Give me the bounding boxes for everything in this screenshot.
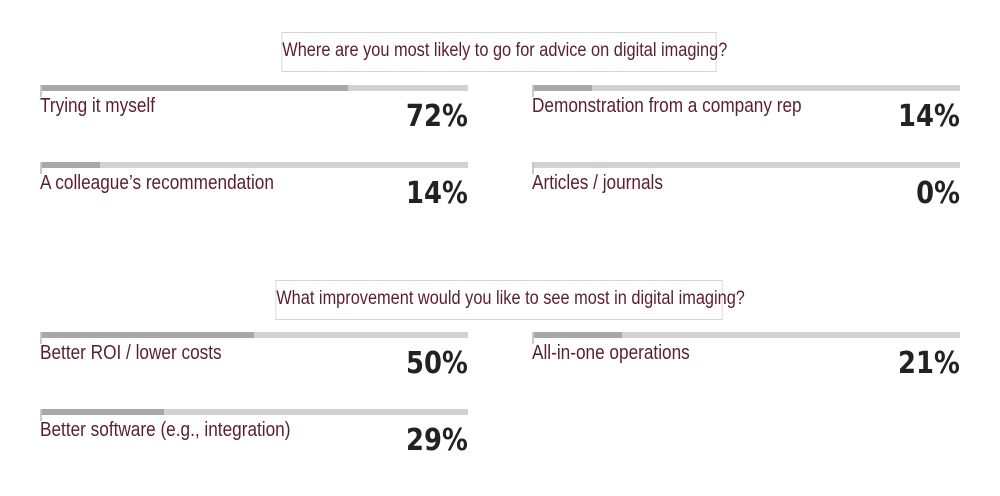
- bar-track: [532, 162, 960, 168]
- bar-value-label: 14%: [898, 99, 960, 134]
- bar-tick: [532, 162, 534, 174]
- bar-tick: [40, 332, 42, 344]
- bar-fill: [40, 162, 100, 168]
- bar-track: [532, 332, 960, 338]
- bar-fill: [40, 409, 165, 415]
- bar-label: A colleague’s recommendation: [40, 172, 274, 194]
- question-1-title: Where are you most likely to go for advi…: [281, 32, 727, 72]
- bar-fill: [532, 85, 592, 91]
- bar-track: [40, 409, 468, 415]
- bar-item: Articles / journals 0%: [532, 162, 960, 230]
- bar-item: A colleague’s recommendation 14%: [40, 162, 468, 230]
- bar-item: All-in-one operations 21%: [532, 332, 960, 400]
- bar-label: All-in-one operations: [532, 342, 690, 364]
- bar-item: Demonstration from a company rep 14%: [532, 85, 960, 153]
- bar-value-label: 0%: [916, 176, 960, 211]
- bar-value-label: 72%: [406, 99, 468, 134]
- bar-tick: [40, 85, 42, 97]
- bar-label: Articles / journals: [532, 172, 663, 194]
- bar-tick: [532, 85, 534, 97]
- bar-value-label: 21%: [898, 346, 960, 381]
- bar-value-label: 29%: [406, 423, 468, 458]
- bar-value-label: 14%: [406, 176, 468, 211]
- bar-label: Trying it myself: [40, 95, 156, 117]
- bar-label: Demonstration from a company rep: [532, 95, 802, 117]
- bar-track: [40, 332, 468, 338]
- bar-value-label: 50%: [406, 346, 468, 381]
- bar-fill: [40, 85, 349, 91]
- bar-fill: [40, 332, 254, 338]
- bar-tick: [40, 162, 42, 174]
- bar-item: Trying it myself 72%: [40, 85, 468, 153]
- bar-tick: [40, 409, 42, 421]
- bar-label: Better software (e.g., integration): [40, 419, 291, 441]
- bar-track: [40, 162, 468, 168]
- bar-tick: [532, 332, 534, 344]
- bar-item: Better software (e.g., integration) 29%: [40, 409, 468, 477]
- bar-fill: [532, 332, 622, 338]
- bar-label: Better ROI / lower costs: [40, 342, 222, 364]
- question-2-title: What improvement would you like to see m…: [275, 280, 745, 320]
- bar-track: [532, 85, 960, 91]
- bar-item: Better ROI / lower costs 50%: [40, 332, 468, 400]
